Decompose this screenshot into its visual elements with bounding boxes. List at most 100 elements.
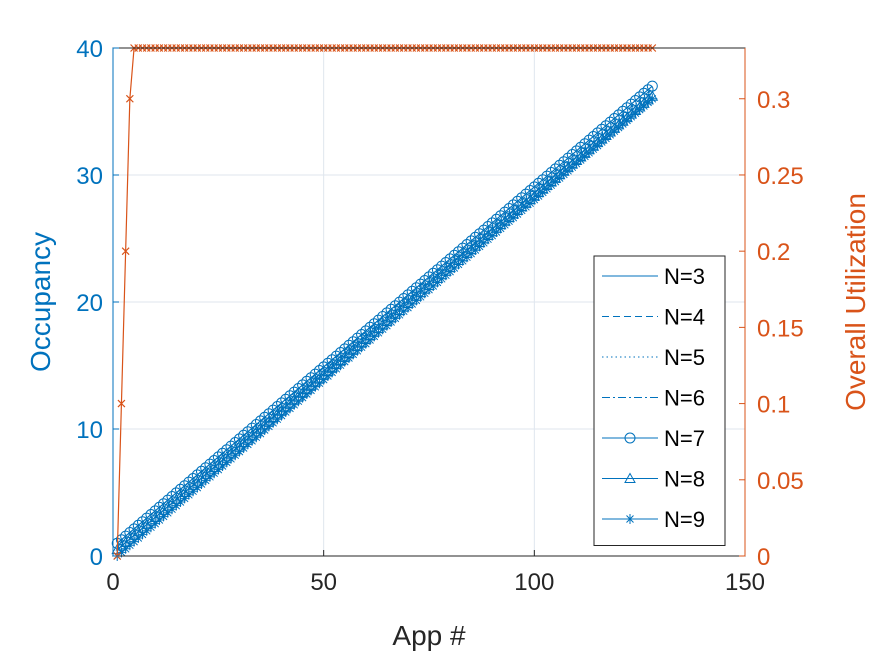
occupancy-series-layer [111,80,659,561]
data-point [209,468,220,479]
utilization-point [121,247,130,256]
legend-label: N=4 [664,305,705,330]
data-point [398,306,409,317]
data-point [234,446,245,457]
legend-item: N=9 [602,507,705,532]
data-point [306,385,317,396]
data-point [268,417,279,428]
data-point [482,234,493,245]
data-point [554,173,565,183]
series-N=7 [111,80,658,549]
y-left-axis-label: Occupancy [25,232,56,372]
data-point [116,547,127,558]
data-point [516,205,527,216]
data-point [225,453,236,464]
legend-label: N=5 [664,345,705,370]
data-point [150,518,161,529]
data-point [461,239,473,250]
data-point [217,461,228,471]
data-point [183,489,194,500]
data-point [276,410,287,421]
data-point [592,140,603,151]
data-point [348,349,359,360]
y-left-tick-label: 20 [76,290,103,317]
data-point [352,345,363,356]
data-point [440,270,451,281]
data-point [284,403,295,414]
legend-label: N=8 [664,467,705,492]
data-point [478,237,489,248]
data-point [120,543,131,554]
data-point [449,263,460,273]
data-point [613,122,624,133]
data-point [339,356,350,367]
x-tick-label: 0 [106,569,119,596]
data-point [617,119,628,129]
data-point [444,253,456,265]
legend-item: N=3 [602,264,705,289]
data-point [192,482,203,493]
data-point [213,464,224,475]
data-point [356,342,367,353]
data-point [533,191,544,201]
data-point [385,303,397,315]
series-line [116,88,653,544]
data-point [575,155,586,165]
data-point [242,439,253,450]
data-point [377,324,388,335]
data-point [327,367,338,378]
data-point [461,252,472,263]
data-point [124,540,135,551]
data-point [546,180,557,191]
data-point [158,511,169,522]
data-point [381,307,393,319]
data-point [133,533,144,543]
data-point [238,443,249,453]
data-point [230,450,241,461]
data-point [571,158,582,169]
data-point [609,126,620,137]
data-point [301,389,312,399]
data-point [579,151,590,162]
data-point [171,500,182,511]
data-point [474,228,486,240]
data-point [567,162,578,173]
data-point [638,101,649,111]
data-point [272,414,283,425]
data-point [162,507,173,518]
data-point [389,300,401,312]
data-point [626,111,637,122]
data-point [588,144,599,155]
data-point [465,235,477,247]
data-point [360,338,371,349]
legend-item: N=6 [602,386,705,411]
legend: N=3 N=4 N=5 N=6 N=7 N=8 N=9 [593,255,726,546]
data-point [166,504,177,515]
data-point [478,224,490,236]
data-point [255,428,266,439]
data-point [247,435,258,446]
data-point [310,381,321,392]
legend-label: N=9 [664,507,705,532]
data-point [419,288,430,299]
data-point [529,194,540,205]
legend-item: N=8 [602,467,705,492]
data-point [289,399,300,410]
data-point [622,115,633,126]
data-point [390,313,401,324]
legend-label: N=3 [664,264,705,289]
data-point [537,187,548,198]
y-left-tick-label: 40 [76,36,103,63]
y-right-tick-label: 0.2 [757,239,790,266]
data-point [428,281,439,291]
y-right-tick-label: 0 [757,544,770,571]
legend-item: N=7 [602,426,705,451]
data-point [423,271,435,283]
data-point [280,407,291,417]
data-point [200,475,211,486]
data-point [596,137,607,147]
data-point [584,147,595,158]
data-point [491,227,502,237]
series-N=4 [116,88,653,544]
